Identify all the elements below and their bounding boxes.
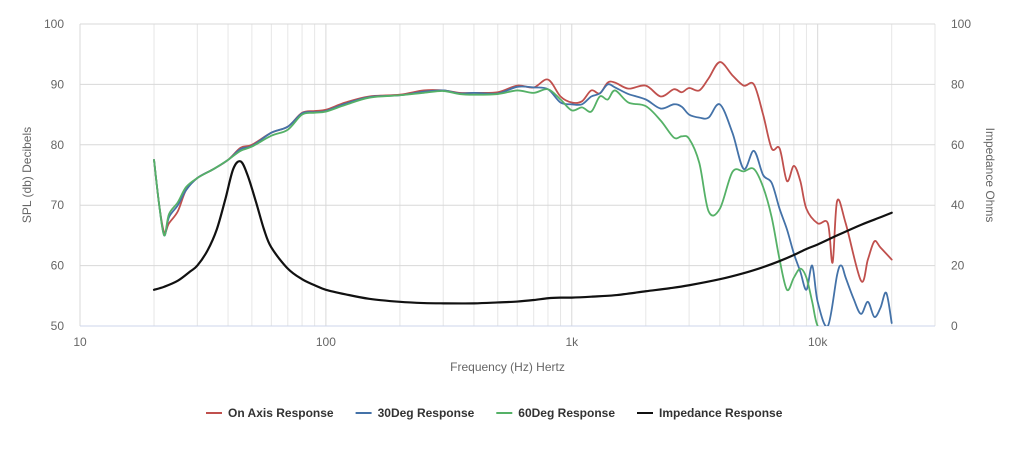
axes: 10 100 1k 10k 50 60 70 80 90 100 0 20 40 60 80 100 Frequ… bbox=[20, 17, 997, 374]
y-left-tick-label: 80 bbox=[51, 138, 65, 152]
y-left-tick-label: 100 bbox=[44, 17, 64, 31]
y-left-tick-label: 90 bbox=[51, 77, 65, 91]
x-tick-label: 1k bbox=[565, 335, 579, 349]
y-left-tick-label: 60 bbox=[51, 259, 65, 273]
y-left-axis-title: SPL (db) Decibels bbox=[20, 127, 34, 223]
series-line-30deg-response bbox=[153, 83, 893, 326]
series-lines bbox=[152, 61, 893, 326]
x-tick-label: 100 bbox=[316, 335, 336, 349]
series-line-on-axis-response bbox=[153, 61, 893, 283]
x-axis-title: Frequency (Hz) Hertz bbox=[450, 360, 565, 374]
y-right-tick-label: 60 bbox=[951, 138, 965, 152]
legend-item-on-axis-response: On Axis Response bbox=[206, 406, 334, 420]
y-right-tick-label: 80 bbox=[951, 77, 965, 91]
legend-item-impedance-response: Impedance Response bbox=[637, 406, 783, 420]
y-right-axis-title: Impedance Ohms bbox=[983, 128, 997, 223]
legend-label: 30Deg Response bbox=[378, 406, 475, 420]
legend: On Axis Response 30Deg Response 60Deg Resp… bbox=[206, 406, 783, 420]
y-left-tick-label: 70 bbox=[51, 198, 65, 212]
legend-item-30deg-response: 30Deg Response bbox=[355, 406, 475, 420]
series-line-60deg-response bbox=[153, 88, 819, 326]
x-tick-label: 10 bbox=[73, 335, 87, 349]
series-line-impedance-response bbox=[152, 160, 893, 305]
y-right-tick-label: 100 bbox=[951, 17, 971, 31]
legend-label: 60Deg Response bbox=[518, 406, 615, 420]
y-right-tick-label: 40 bbox=[951, 198, 965, 212]
legend-label: On Axis Response bbox=[228, 406, 334, 420]
y-right-tick-label: 20 bbox=[951, 259, 965, 273]
legend-label: Impedance Response bbox=[659, 406, 783, 420]
x-tick-label: 10k bbox=[808, 335, 828, 349]
y-left-tick-label: 50 bbox=[51, 319, 65, 333]
y-right-tick-label: 0 bbox=[951, 319, 958, 333]
legend-item-60deg-response: 60Deg Response bbox=[496, 406, 615, 420]
